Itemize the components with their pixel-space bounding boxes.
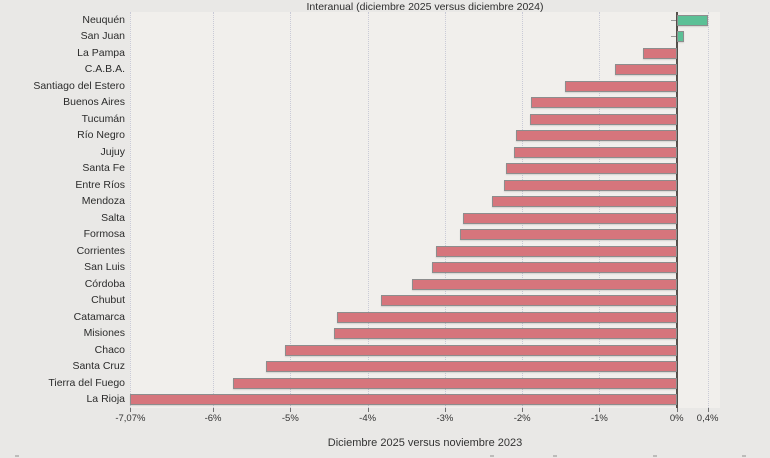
bar-c-a-b-a- <box>614 64 677 76</box>
x-tick-mark <box>444 408 446 412</box>
bar-chaco <box>284 344 677 356</box>
zero-axis-line <box>675 12 678 408</box>
bar-mendoza <box>492 196 677 208</box>
bar-la-rioja <box>130 394 677 406</box>
category-label: Catamarca <box>73 310 125 323</box>
bar-formosa <box>459 229 677 241</box>
clipped-tick <box>490 455 494 457</box>
x-tick-mark <box>367 408 369 412</box>
bar-jujuy <box>514 146 677 158</box>
category-label: Formosa <box>83 228 125 241</box>
bar-santiago-del-estero <box>564 80 677 92</box>
bar-chubut <box>380 295 677 307</box>
category-label: Mendoza <box>81 195 125 208</box>
category-label: Santa Fe <box>82 162 125 175</box>
bar-san-luis <box>431 262 677 274</box>
clipped-tick <box>653 455 657 457</box>
bar-tierra-del-fuego <box>233 377 677 389</box>
category-label: Santa Cruz <box>72 360 125 373</box>
gridline <box>367 12 369 408</box>
x-tick-label: -3% <box>436 413 454 424</box>
category-label: San Juan <box>80 30 125 43</box>
bar-catamarca <box>336 311 677 323</box>
bar-salta <box>462 212 677 224</box>
y-tick-mark <box>670 19 676 21</box>
category-label: Salta <box>101 211 125 224</box>
bar-buenos-aires <box>531 97 677 109</box>
category-label: Tucumán <box>81 112 125 125</box>
category-label: Misiones <box>83 327 125 340</box>
category-label: Río Negro <box>77 129 125 142</box>
y-tick-mark <box>670 36 676 38</box>
x-tick-mark <box>707 408 709 412</box>
gridline <box>290 12 292 408</box>
x-tick-mark <box>522 408 524 412</box>
x-tick-label: -6% <box>204 413 222 424</box>
gridline <box>707 12 709 408</box>
x-tick-mark <box>676 408 678 412</box>
bar-c-rdoba <box>412 278 677 290</box>
category-label: Jujuy <box>100 145 125 158</box>
x-tick-mark <box>290 408 292 412</box>
bar-neuqu-n <box>676 14 708 26</box>
x-tick-label: -1% <box>590 413 608 424</box>
category-label: La Pampa <box>77 46 125 59</box>
category-label: La Rioja <box>86 393 125 406</box>
category-label: Chubut <box>91 294 125 307</box>
gridline <box>599 12 601 408</box>
bar-misiones <box>333 328 677 340</box>
bar-corrientes <box>435 245 677 257</box>
category-label: Santiago del Estero <box>33 79 125 92</box>
category-label: Neuquén <box>82 13 125 26</box>
x-tick-label: 0% <box>669 413 684 424</box>
chart-title: Interanual (diciembre 2025 versus diciem… <box>306 1 544 13</box>
bar-entre-r-os <box>504 179 677 191</box>
clipped-tick <box>15 455 19 457</box>
x-tick-label: -7,07% <box>115 413 146 424</box>
x-tick-label: -2% <box>513 413 531 424</box>
x-tick-mark <box>130 408 132 412</box>
bar-san-juan <box>676 31 685 43</box>
bar-r-o-negro <box>515 130 677 142</box>
x-tick-label: 0,4% <box>696 413 719 424</box>
x-tick-label: -5% <box>281 413 299 424</box>
category-label: Córdoba <box>84 277 125 290</box>
gridline <box>444 12 446 408</box>
category-label: San Luis <box>84 261 125 274</box>
category-label: Corrientes <box>76 244 125 257</box>
category-label: Buenos Aires <box>63 96 125 109</box>
x-tick-mark <box>213 408 215 412</box>
plot-area <box>130 12 720 408</box>
bar-santa-fe <box>505 163 677 175</box>
x-tick-label: -4% <box>359 413 377 424</box>
bar-santa-cruz <box>265 361 677 373</box>
gridline <box>213 12 215 408</box>
clipped-tick <box>742 455 746 457</box>
bar-la-pampa <box>643 47 677 59</box>
category-label: Entre Ríos <box>75 178 125 191</box>
category-label: Tierra del Fuego <box>48 376 125 389</box>
clipped-tick <box>553 455 557 457</box>
gridline <box>130 12 132 408</box>
bar-tucum-n <box>529 113 677 125</box>
gridline <box>522 12 524 408</box>
x-axis-label: Diciembre 2025 versus noviembre 2023 <box>327 437 523 449</box>
category-label: Chaco <box>94 343 125 356</box>
x-tick-mark <box>599 408 601 412</box>
category-label: C.A.B.A. <box>84 63 125 76</box>
